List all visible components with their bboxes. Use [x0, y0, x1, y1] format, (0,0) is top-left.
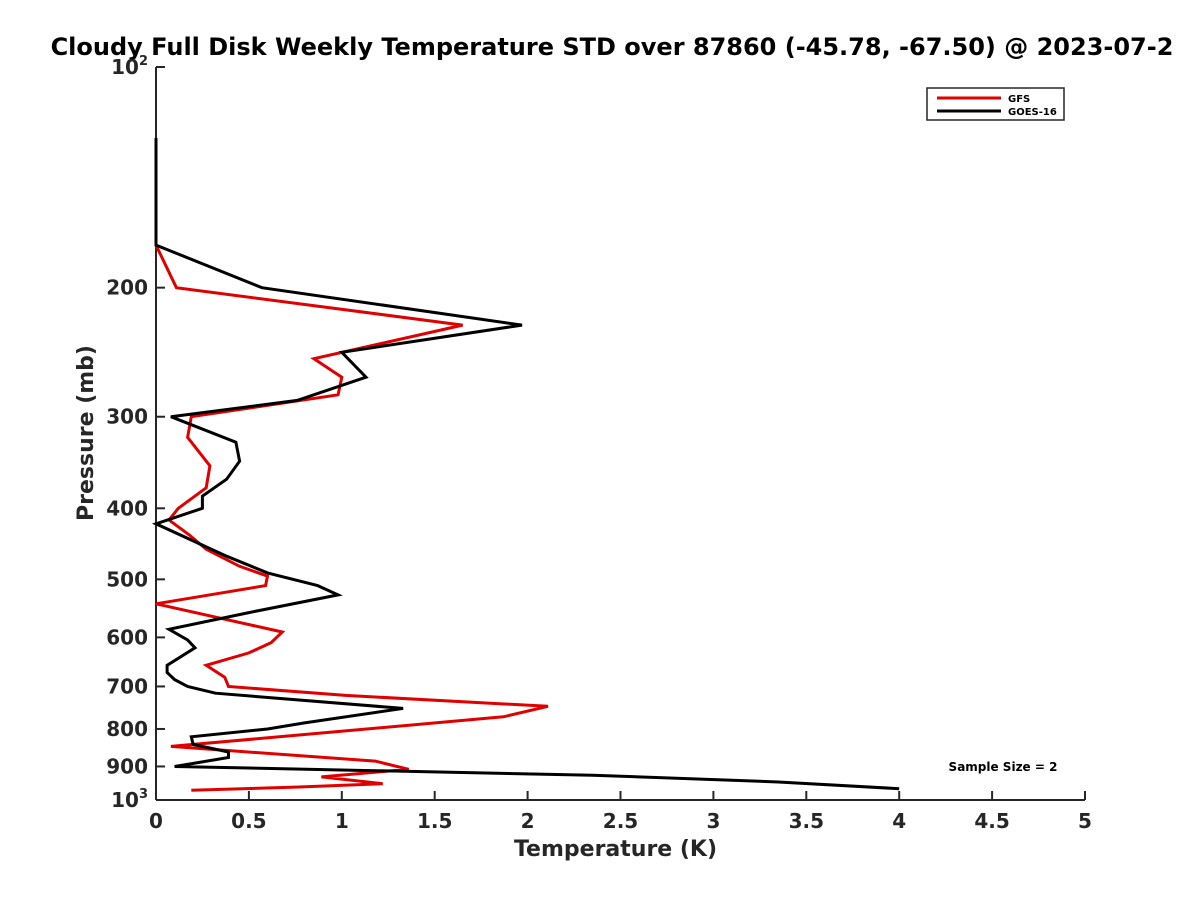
plot-area	[151, 138, 900, 792]
y-axis-label: Pressure (mb)	[74, 345, 99, 521]
y-tick-label: 400	[106, 496, 148, 520]
legend-box	[926, 87, 1065, 121]
x-tick-label: 5	[1078, 809, 1092, 833]
chart-title: Cloudy Full Disk Weekly Temperature STD …	[51, 33, 1174, 61]
series-line-gfs	[154, 138, 549, 792]
x-axis-label: Temperature (K)	[514, 837, 717, 862]
y-tick-label: 600	[106, 625, 148, 649]
sample-size-annotation: Sample Size = 2	[949, 760, 1058, 774]
x-tick-label: 2	[521, 809, 535, 833]
x-tick-label: 3.5	[789, 809, 824, 833]
legend: GFS GOES-16	[926, 87, 1065, 121]
y-tick-label: 102	[111, 54, 148, 79]
y-tick-label: 700	[106, 674, 148, 698]
y-tick-label: 800	[106, 717, 148, 741]
series-line-goes-16	[151, 138, 900, 791]
legend-label: GOES-16	[1008, 107, 1057, 118]
axes: 0 0.5 1 1.5 2 2.5 3 3.5 4 4.5 5 102 200 300 400 500 600 7…	[106, 54, 1092, 833]
x-tick-label: 4.5	[974, 809, 1009, 833]
x-tick-label: 1	[335, 809, 349, 833]
legend-label: GFS	[1008, 94, 1030, 105]
y-tick-label: 900	[106, 754, 148, 778]
y-tick-label: 103	[111, 787, 148, 812]
x-tick-label: 1.5	[417, 809, 452, 833]
y-tick-label: 300	[106, 405, 148, 429]
y-tick-label: 200	[106, 276, 148, 300]
x-tick-label: 2.5	[603, 809, 638, 833]
y-tick-label: 500	[106, 567, 148, 591]
x-tick-label: 0.5	[231, 809, 266, 833]
x-tick-label: 0	[149, 809, 163, 833]
x-tick-label: 3	[706, 809, 720, 833]
x-tick-label: 4	[892, 809, 906, 833]
